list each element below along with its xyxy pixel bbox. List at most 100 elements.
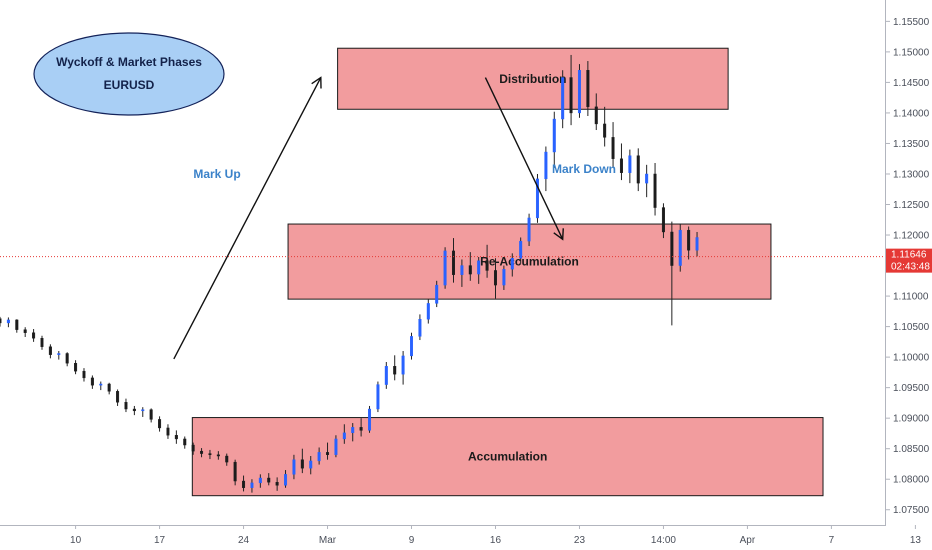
candle-body-down [653, 173, 657, 208]
mark-up-label: Mark Up [193, 167, 240, 181]
candle-body-down [468, 265, 472, 275]
candle-body-down [493, 270, 497, 286]
candle-body-down [174, 435, 178, 440]
candle [426, 299, 430, 324]
y-tick-label: 1.12000 [893, 231, 930, 242]
title-bubble[interactable]: Wyckoff & Market Phases EURUSD [33, 32, 225, 116]
candle-body-down [619, 158, 623, 173]
candle [661, 203, 665, 239]
y-tick-label: 1.07500 [893, 505, 930, 516]
candle [477, 257, 481, 284]
candle-body-down [267, 477, 271, 483]
candle-countdown: 02:43:48 [891, 262, 930, 273]
arrow-head [311, 76, 322, 89]
x-tick-label: 14:00 [651, 535, 676, 546]
candle-body-down [124, 402, 128, 410]
candle-body-down [23, 329, 27, 333]
candle [544, 146, 548, 192]
x-tick-label: 16 [490, 535, 502, 546]
chart-title: Wyckoff & Market Phases [56, 55, 202, 69]
candle-body-up [544, 151, 548, 180]
candle-body-down [200, 450, 204, 454]
candle [309, 456, 313, 475]
candle [300, 448, 304, 474]
candle [242, 475, 246, 492]
accumulation-zone[interactable] [191, 417, 824, 497]
candle [569, 54, 573, 126]
candles-layer [0, 54, 699, 493]
candle-body-up [460, 265, 464, 275]
candle-body-down [242, 480, 246, 488]
candle [48, 344, 52, 359]
distribution-zone[interactable] [337, 47, 729, 110]
candle-body-down [687, 229, 691, 251]
candle [90, 375, 94, 389]
candle-body-up [258, 477, 262, 484]
candle [23, 327, 27, 337]
y-tick-label: 1.08000 [893, 475, 930, 486]
candle [468, 252, 472, 281]
zones-layer: Distribution Re-Accumulation Accumulation [191, 47, 824, 497]
candle [74, 360, 78, 375]
candle-body-up [99, 383, 103, 386]
x-tick-label: 17 [154, 535, 166, 546]
candle [493, 258, 497, 299]
candle-body-up [418, 319, 422, 337]
candle-body-down [183, 438, 187, 446]
x-tick-label: 10 [70, 535, 82, 546]
candle [368, 405, 372, 433]
candle [443, 247, 447, 289]
candle [670, 221, 674, 326]
candle [200, 448, 204, 458]
candle [594, 93, 598, 131]
candle-body-down [90, 377, 94, 386]
candle-body-down [32, 332, 36, 339]
candle [267, 473, 271, 486]
candle [57, 351, 61, 360]
candle [166, 424, 170, 439]
candle [653, 162, 657, 216]
candle-body-down [107, 383, 111, 392]
candle-body-up [519, 240, 523, 259]
x-tick-labels: 10 17 24 Mar 9 16 23 14:00 Apr 7 13 [70, 525, 921, 546]
y-tick-label: 1.14500 [893, 78, 930, 89]
candle [695, 231, 699, 257]
candle [376, 381, 380, 413]
candle-body-down [233, 461, 237, 482]
mark-down-arrow [484, 77, 564, 241]
candle [687, 226, 691, 260]
candle-body-up [628, 155, 632, 173]
arrows-layer [173, 76, 564, 360]
candle [502, 265, 506, 290]
candle [275, 477, 279, 491]
candle [535, 173, 539, 223]
candle-body-up [284, 474, 288, 486]
candle-body-down [132, 408, 136, 412]
candle [107, 382, 111, 395]
candle [561, 70, 565, 129]
y-tick-label: 1.10500 [893, 322, 930, 333]
candle-body-down [65, 353, 69, 364]
candle [149, 408, 153, 423]
candle-body-up [510, 258, 514, 270]
candle [99, 381, 103, 391]
y-tick-label: 1.11000 [893, 292, 929, 303]
candle-body-up [527, 217, 531, 242]
candle-body-down [661, 207, 665, 233]
candle [510, 253, 514, 277]
candle [174, 430, 178, 444]
price-tag-background [886, 248, 932, 273]
candle-body-down [300, 459, 304, 469]
candle [317, 447, 321, 465]
current-price-tag: 1.11646 02:43:48 [886, 248, 932, 273]
candle-body-down [611, 137, 615, 159]
y-tick-label: 1.10000 [893, 353, 930, 364]
candle [577, 64, 581, 118]
candle [15, 319, 19, 333]
candle [351, 423, 355, 442]
candle-body-down [40, 337, 44, 347]
time-axis[interactable]: 10 17 24 Mar 9 16 23 14:00 Apr 7 13 [0, 525, 921, 546]
y-tick-label: 1.13500 [893, 139, 930, 150]
candle [418, 314, 422, 341]
